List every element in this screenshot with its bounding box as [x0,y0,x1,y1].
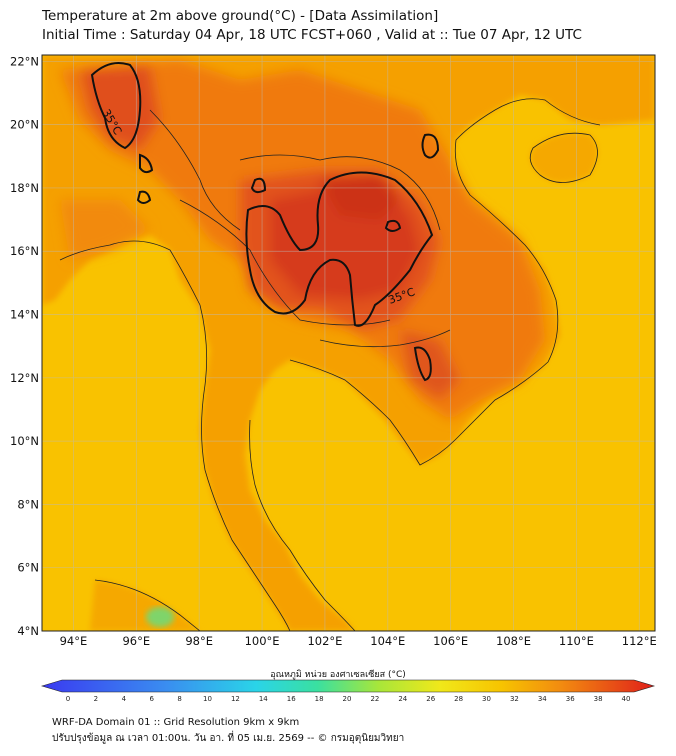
colorbar-tick-label: 26 [426,695,435,703]
longitude-axis: 94°E 96°E 98°E 100°E 102°E 104°E 106°E 108°E 110… [60,634,657,648]
map-subtitle: Initial Time : Saturday 04 Apr, 18 UTC F… [42,27,582,43]
lat-tick-label: 20°N [10,118,39,132]
colorbar-bar [40,679,656,693]
lat-tick-label: 4°N [17,624,39,638]
cool-spot [146,607,174,627]
map-frame [41,54,656,632]
lon-tick-label: 98°E [185,634,213,648]
lon-tick-label: 106°E [433,634,468,648]
lat-tick-label: 6°N [17,561,39,575]
colorbar-tick-label: 0 [66,695,70,703]
colorbar-tick-label: 36 [566,695,575,703]
colorbar-tick-label: 24 [398,695,407,703]
latitude-axis: 22°N 20°N 18°N 16°N 14°N 12°N 10°N 8°N 6°N 4°N [10,54,39,638]
footer-line-2: ปรับปรุงข้อมูล ณ เวลา 01:00น. วัน อา. ที… [52,733,405,744]
colorbar-tick-label: 4 [122,695,127,703]
colorbar-tick-label: 18 [315,695,324,703]
lat-tick-label: 16°N [10,244,39,258]
colorbar-tick-label: 34 [538,695,547,703]
colorbar-tick-label: 30 [482,695,491,703]
colorbar-tick-label: 28 [454,695,463,703]
lat-tick-label: 14°N [10,308,39,322]
colorbar-tick-label: 2 [94,695,98,703]
lon-tick-label: 96°E [122,634,150,648]
lon-tick-label: 104°E [370,634,405,648]
graticule [42,55,655,631]
colorbar-tick-label: 20 [343,695,352,703]
colorbar-ticks: 0 2 4 6 8 10 12 14 16 18 20 22 24 26 28 30 32 34 36 38 40 [66,695,631,703]
colorbar-tick-label: 32 [510,695,519,703]
lat-tick-label: 8°N [17,497,39,511]
colorbar: 0 2 4 6 8 10 12 14 16 18 20 22 24 26 28 30 32 34 36 38 40 [40,679,656,703]
colorbar-tick-label: 12 [231,695,240,703]
map-title: Temperature at 2m above ground(°C) - [Da… [42,8,439,24]
lon-tick-label: 108°E [496,634,531,648]
colorbar-tick-label: 16 [287,695,296,703]
lat-tick-label: 12°N [10,371,39,385]
lat-tick-label: 22°N [10,54,39,68]
lon-tick-label: 100°E [245,634,280,648]
colorbar-tick-label: 38 [594,695,603,703]
lat-tick-label: 18°N [10,181,39,195]
footer-line-1: WRF-DA Domain 01 :: Grid Resolution 9km … [52,717,300,728]
colorbar-tick-label: 8 [177,695,181,703]
colorbar-tick-label: 10 [203,695,212,703]
colorbar-tick-label: 6 [149,695,154,703]
lon-tick-label: 102°E [307,634,342,648]
colorbar-tick-label: 40 [622,695,631,703]
lon-tick-label: 112°E [622,634,657,648]
lon-tick-label: 110°E [559,634,594,648]
colorbar-title: อุณหภูมิ หน่วย องศาเซลเซียส (°C) [270,670,406,680]
lon-tick-label: 94°E [60,634,88,648]
colorbar-tick-label: 22 [370,695,379,703]
contour-35c [90,62,440,382]
lat-tick-label: 10°N [10,434,39,448]
colorbar-tick-label: 14 [259,695,268,703]
boundaries [59,98,601,631]
